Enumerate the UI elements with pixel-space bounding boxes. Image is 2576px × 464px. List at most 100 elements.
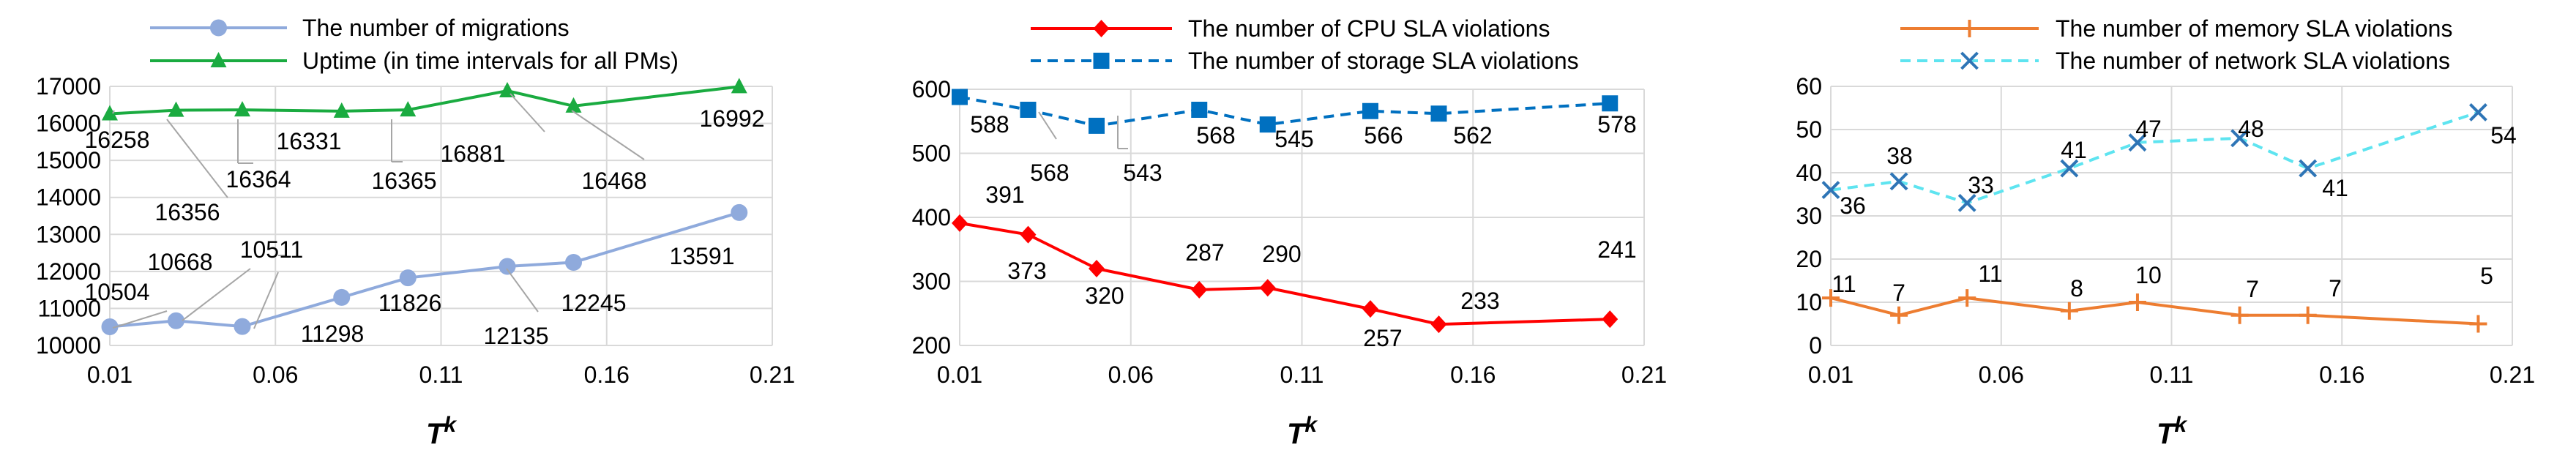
legend-marker (1093, 20, 1110, 37)
y-tick-label: 60 (1796, 73, 1822, 100)
x-axis-title-sup: k (444, 413, 457, 437)
data-point (168, 101, 184, 117)
data-point (565, 253, 582, 271)
data-label: 16881 (441, 141, 506, 167)
legend-label: The number of migrations (302, 15, 570, 41)
leader-line (506, 268, 539, 313)
x-axis-title-base: T (2157, 418, 2177, 450)
data-point (2230, 129, 2250, 148)
x-axis-title-sup: k (1304, 413, 1318, 437)
data-point (333, 288, 351, 306)
x-tick-label: 0.11 (419, 362, 463, 388)
legend-marker (1093, 53, 1110, 69)
data-label: 578 (1597, 111, 1636, 138)
x-tick-label: 0.11 (2150, 362, 2194, 388)
legend-entry: The number of memory SLA violations (1900, 15, 2452, 42)
y-tick-label: 200 (912, 332, 951, 359)
data-label: 41 (2322, 175, 2348, 201)
data-point (731, 203, 748, 221)
y-tick-label: 17000 (36, 73, 101, 100)
data-point (1890, 306, 1908, 324)
legend-marker (1960, 20, 1979, 37)
data-label: 11 (1832, 271, 1856, 297)
leader-line (182, 268, 251, 321)
y-tick-label: 600 (912, 76, 951, 102)
x-tick-label: 0.06 (1108, 362, 1154, 388)
data-point (1191, 102, 1208, 118)
x-axis-title-base: T (1287, 418, 1307, 450)
x-tick-label: 0.21 (1621, 362, 1667, 388)
x-axis-title-sup: k (2174, 413, 2187, 437)
data-point (565, 97, 582, 113)
data-point (499, 258, 516, 275)
y-tick-label: 40 (1796, 160, 1822, 186)
data-label: 287 (1185, 239, 1224, 266)
data-label: 373 (1007, 258, 1046, 284)
legend-entry: Uptime (in time intervals for all PMs) (150, 48, 679, 74)
y-tick-label: 15000 (36, 147, 101, 173)
data-label: 11 (1978, 261, 2002, 287)
data-label: 54 (2490, 122, 2517, 149)
data-label: 588 (970, 111, 1009, 138)
legend-marker (210, 19, 227, 37)
leader-line (509, 93, 545, 132)
data-point (2299, 159, 2318, 178)
y-tick-label: 0 (1809, 332, 1822, 359)
data-point (731, 78, 747, 94)
data-point (2060, 159, 2079, 178)
data-label: 10668 (148, 249, 213, 275)
legend-label: The number of network SLA violations (2056, 48, 2450, 74)
data-point (1602, 310, 1619, 329)
data-label: 38 (1886, 143, 1913, 169)
y-tick-label: 400 (912, 204, 951, 231)
data-label: 10 (2135, 262, 2162, 288)
x-axis-title: Tk (426, 413, 457, 450)
series-1: 11 7 11 8 10 7 7 5 (1822, 261, 2493, 333)
data-label: 566 (1364, 122, 1403, 149)
series-1: 391 373 320 287 290 257 233 241 (952, 182, 1637, 351)
data-label: 12245 (561, 290, 627, 316)
data-label: 233 (1460, 288, 1499, 314)
data-label: 568 (1030, 160, 1069, 186)
data-label: 7 (1892, 280, 1905, 306)
leader-line (571, 110, 645, 160)
data-point (1889, 172, 1908, 191)
legend-marker (1960, 51, 1979, 70)
data-label: 7 (2329, 275, 2342, 302)
data-point (2299, 306, 2317, 324)
data-point (102, 105, 118, 121)
data-label: 545 (1274, 126, 1313, 152)
data-label: 10511 (240, 236, 304, 263)
data-label: 11826 (378, 290, 442, 316)
data-point (1430, 315, 1447, 334)
data-point (1191, 280, 1208, 299)
x-tick-label: 0.16 (2319, 362, 2364, 388)
data-point (168, 312, 184, 329)
data-point (1089, 260, 1105, 277)
x-tick-label: 0.16 (584, 362, 630, 388)
data-label: 391 (985, 182, 1024, 208)
data-label: 10504 (85, 279, 150, 305)
data-label: 16468 (582, 168, 647, 194)
series-1: 10504 10668 10511 11298 11826 12135 12245 13591 (85, 203, 748, 349)
data-label: 16364 (226, 166, 291, 192)
data-point (1430, 105, 1447, 122)
data-label: 36 (1840, 192, 1866, 219)
legend-entry: The number of network SLA violations (1900, 48, 2450, 74)
data-point (1259, 116, 1276, 133)
data-label: 290 (1262, 241, 1301, 267)
x-tick-label: 0.11 (1280, 362, 1324, 388)
y-tick-label: 50 (1796, 116, 1822, 143)
legend-label: The number of storage SLA violations (1188, 48, 1579, 74)
data-point (499, 82, 515, 98)
data-label: 13591 (670, 243, 735, 269)
series-2: 36 38 33 41 47 48 41 54 (1821, 102, 2517, 219)
x-tick-label: 0.06 (253, 362, 298, 388)
legend-label: Uptime (in time intervals for all PMs) (302, 48, 679, 74)
legend-marker (210, 52, 227, 67)
legend-entry: The number of storage SLA violations (1031, 48, 1579, 74)
data-point (399, 269, 417, 287)
data-point (1821, 181, 1840, 200)
